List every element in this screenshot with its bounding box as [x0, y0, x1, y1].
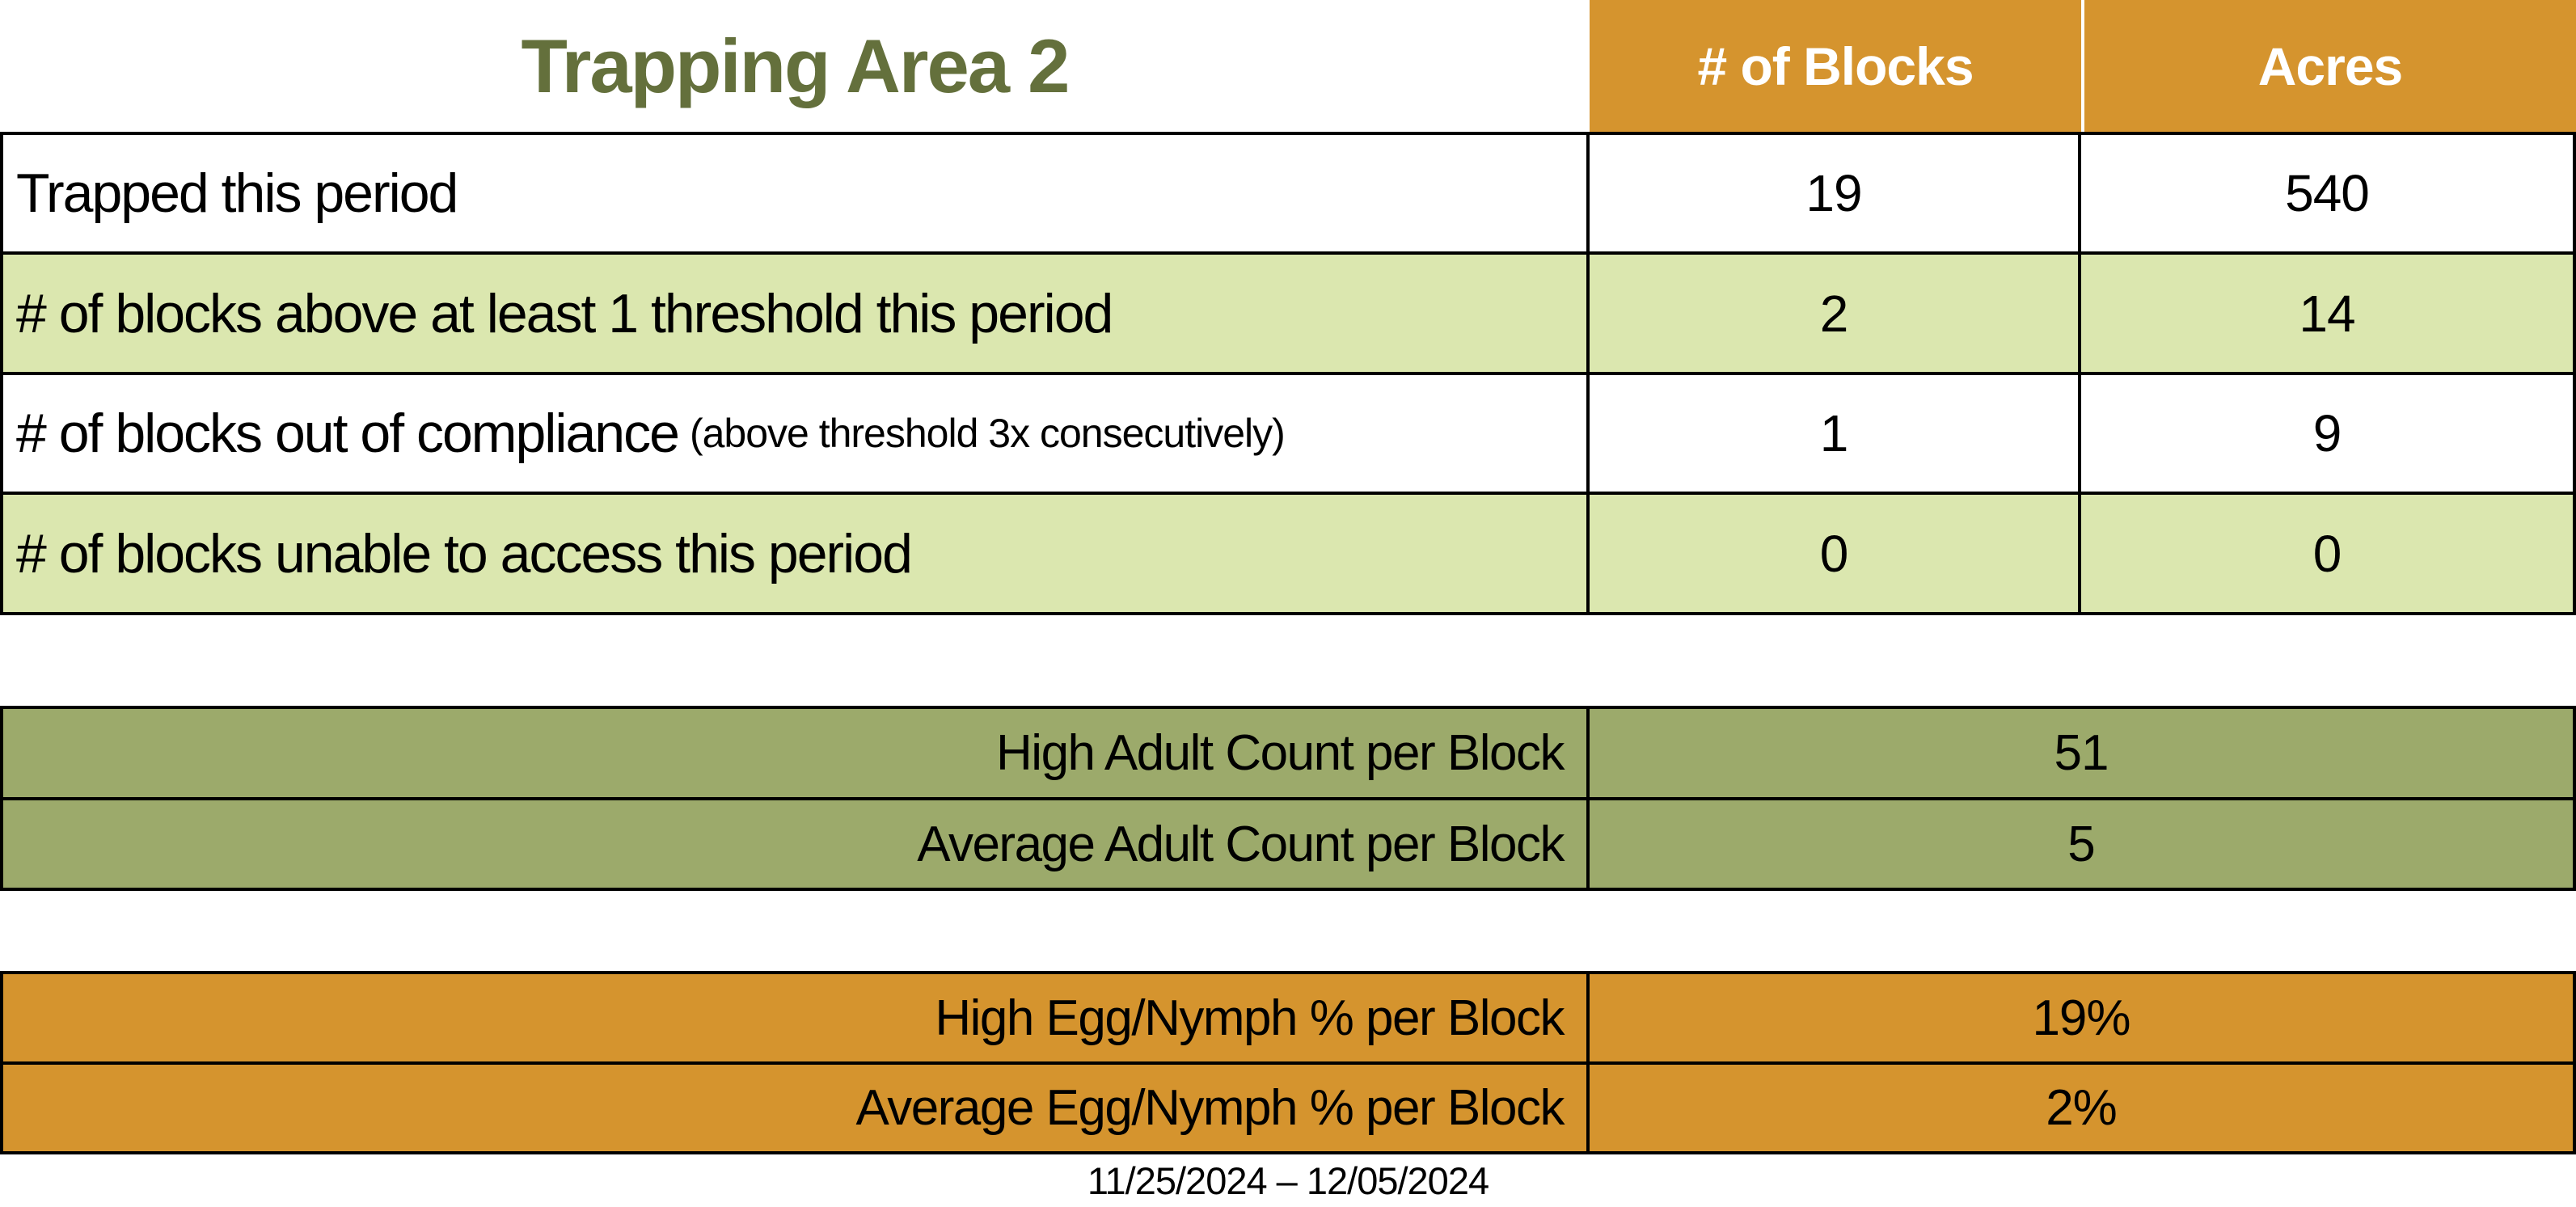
stat-value: 2% [1590, 1065, 2576, 1154]
stat-value: 19% [1590, 974, 2576, 1065]
stat-label: Average Adult Count per Block [3, 800, 1590, 891]
col-header-acres: Acres [2081, 0, 2576, 132]
summary-table: Trapped this period 19 540 # of blocks a… [0, 132, 2576, 615]
col-header-blocks: # of Blocks [1590, 0, 2081, 132]
blocks-value: 1 [1590, 375, 2081, 495]
stat-label: High Egg/Nymph % per Block [3, 974, 1590, 1065]
table-row-label: Trapped this period [3, 135, 1590, 255]
page-title: Trapping Area 2 [521, 23, 1071, 108]
stat-value: 51 [1590, 709, 2576, 800]
date-range: 11/25/2024 – 12/05/2024 [1087, 1159, 1489, 1202]
row-label: Trapped this period [16, 162, 458, 224]
egg-nymph-table: High Egg/Nymph % per Block 19% Average E… [0, 971, 2576, 1154]
row-label: # of blocks above at least 1 threshold t… [16, 282, 1113, 344]
acres-value: 0 [2081, 495, 2576, 615]
blocks-value: 19 [1590, 135, 2081, 255]
adult-count-table: High Adult Count per Block 51 Average Ad… [0, 706, 2576, 891]
stat-label: High Adult Count per Block [3, 709, 1590, 800]
row-label: # of blocks out of compliance [16, 403, 680, 464]
blocks-value: 2 [1590, 255, 2081, 375]
blocks-value: 0 [1590, 495, 2081, 615]
acres-value: 14 [2081, 255, 2576, 375]
row-label: # of blocks unable to access this period [16, 522, 913, 585]
table-row-label: # of blocks above at least 1 threshold t… [3, 255, 1590, 375]
stat-label: Average Egg/Nymph % per Block [3, 1065, 1590, 1154]
table-row-label: # of blocks out of compliance (above thre… [3, 375, 1590, 495]
stat-value: 5 [1590, 800, 2576, 891]
row-note: (above threshold 3x consecutively) [689, 411, 1286, 456]
acres-value: 540 [2081, 135, 2576, 255]
acres-value: 9 [2081, 375, 2576, 495]
table-row-label: # of blocks unable to access this period [3, 495, 1590, 615]
summary-header-row: Trapping Area 2 # of Blocks Acres [0, 0, 2576, 132]
